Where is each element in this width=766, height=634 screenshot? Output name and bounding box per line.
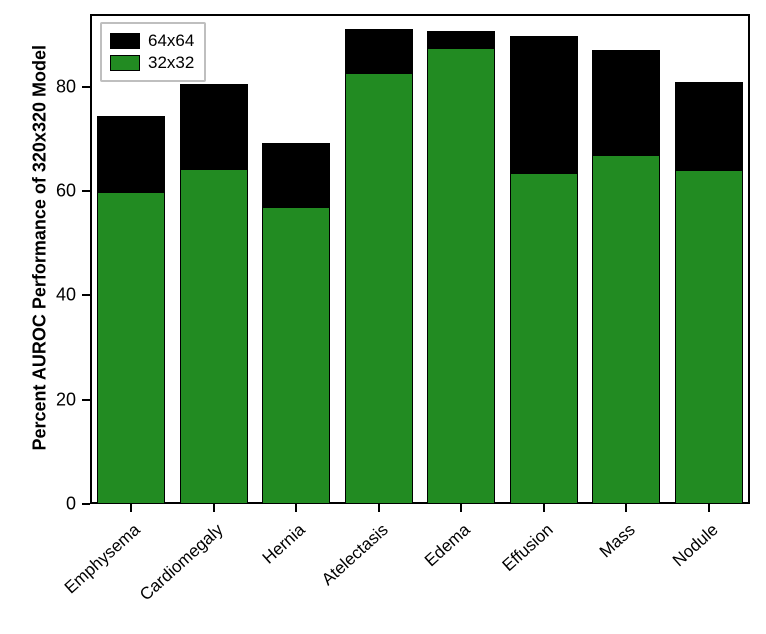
bar-32x32 <box>427 48 495 504</box>
chart-legend: 64x6432x32 <box>100 22 206 82</box>
x-tick <box>460 504 462 512</box>
legend-label: 64x64 <box>148 30 194 52</box>
bar-32x32 <box>675 170 743 504</box>
legend-label: 32x32 <box>148 52 194 74</box>
y-tick-label: 40 <box>36 285 76 306</box>
bar-32x32 <box>262 207 330 504</box>
bar-32x32 <box>180 169 248 504</box>
x-tick <box>295 504 297 512</box>
x-tick <box>378 504 380 512</box>
x-tick-label: Mass <box>596 520 640 562</box>
bar-32x32 <box>510 173 578 504</box>
y-tick <box>82 399 90 401</box>
y-tick <box>82 190 90 192</box>
legend-swatch <box>110 55 140 71</box>
y-tick-label: 80 <box>36 76 76 97</box>
plot-area: 020406080EmphysemaCardiomegalyHerniaAtel… <box>90 14 750 504</box>
y-tick <box>82 86 90 88</box>
x-tick <box>130 504 132 512</box>
bar-32x32 <box>592 155 660 504</box>
legend-swatch <box>110 33 140 49</box>
bar-32x32 <box>97 192 165 504</box>
y-tick-label: 0 <box>36 494 76 515</box>
x-tick-label: Edema <box>421 520 474 571</box>
x-tick-label: Emphysema <box>61 520 145 598</box>
bar-32x32 <box>345 73 413 504</box>
axis-spine <box>90 14 750 16</box>
legend-item: 32x32 <box>110 52 194 74</box>
axis-spine <box>90 14 92 504</box>
axis-spine <box>748 14 750 504</box>
y-tick <box>82 294 90 296</box>
y-tick-label: 60 <box>36 181 76 202</box>
x-tick <box>543 504 545 512</box>
x-tick-label: Hernia <box>259 520 310 568</box>
x-tick-label: Cardiomegaly <box>136 520 227 605</box>
x-tick-label: Nodule <box>669 520 722 571</box>
legend-item: 64x64 <box>110 30 194 52</box>
y-tick <box>82 503 90 505</box>
x-tick <box>708 504 710 512</box>
x-tick-label: Atelectasis <box>318 520 392 590</box>
y-tick-label: 20 <box>36 389 76 410</box>
x-tick <box>213 504 215 512</box>
auroc-bar-chart: Percent AUROC Performance of 320x320 Mod… <box>0 0 766 634</box>
x-tick <box>625 504 627 512</box>
x-tick-label: Effusion <box>498 520 557 576</box>
